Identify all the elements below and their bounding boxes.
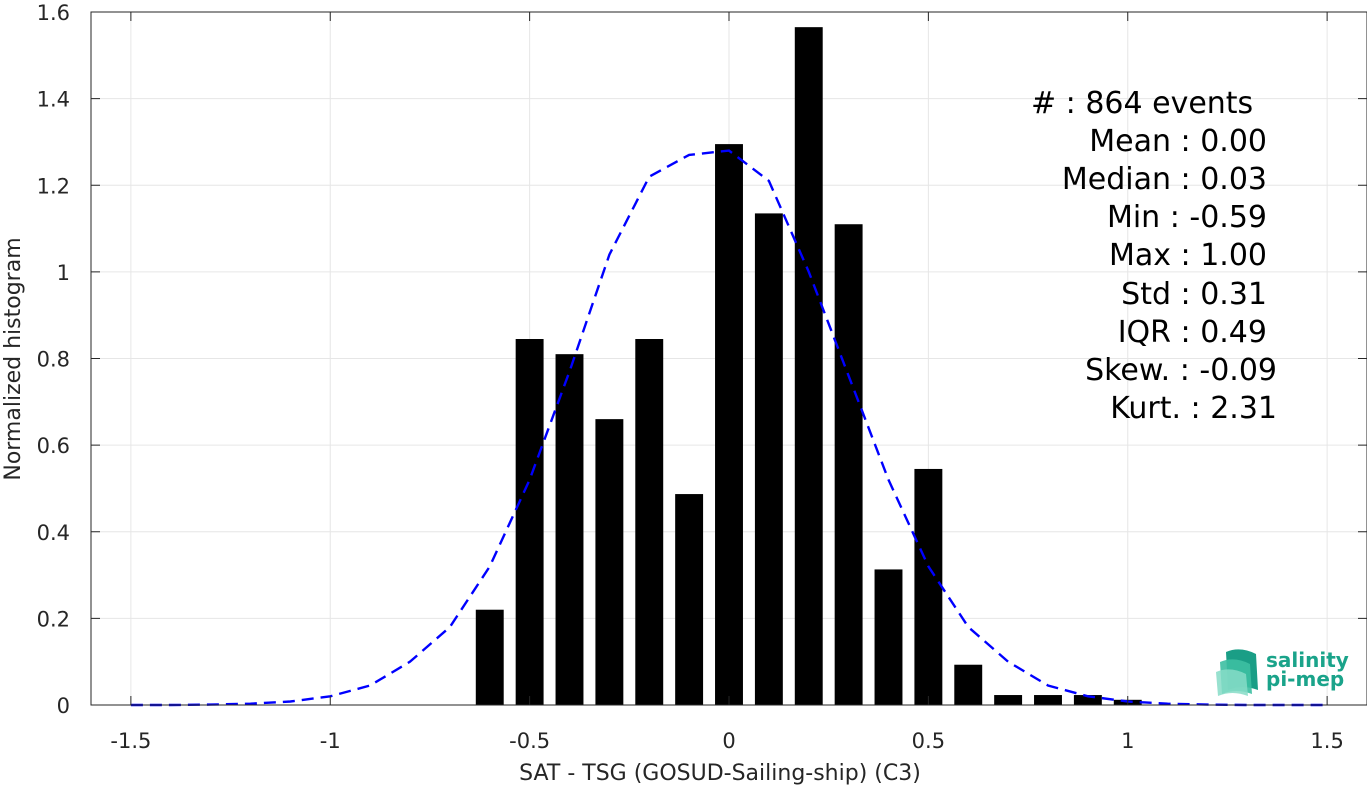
histogram-bar bbox=[754, 213, 783, 705]
y-tick-labels: 0 0.2 0.4 0.6 0.8 1 1.2 1.4 1.6 bbox=[37, 1, 70, 718]
histogram-bar bbox=[914, 468, 943, 705]
y-tick-label: 1.2 bbox=[37, 174, 70, 198]
stat-events: # : 864 events bbox=[1031, 86, 1253, 121]
stat-max: Max : 1.00 bbox=[1109, 238, 1267, 273]
histogram-bar bbox=[794, 27, 823, 706]
histogram-bar bbox=[994, 695, 1023, 705]
x-tick-label: 0.5 bbox=[912, 729, 945, 753]
y-tick-label: 1.6 bbox=[37, 1, 70, 25]
y-axis-label: Normalized histogram bbox=[1, 237, 26, 480]
salinity-pimep-logo: salinity pi-mep bbox=[1216, 648, 1349, 696]
histogram-bar bbox=[475, 609, 504, 705]
histogram-bar bbox=[834, 224, 863, 705]
x-axis-label: SAT - TSG (GOSUD-Sailing-ship) (C3) bbox=[519, 761, 921, 786]
x-tick-label: 1.5 bbox=[1310, 729, 1343, 753]
histogram-bar bbox=[1073, 695, 1102, 705]
stat-median: Median : 0.03 bbox=[1062, 162, 1267, 197]
logo-line-2: pi-mep bbox=[1266, 667, 1344, 691]
x-tick-label: -0.5 bbox=[509, 729, 550, 753]
histogram-bar bbox=[675, 494, 704, 705]
histogram-bar bbox=[954, 664, 983, 705]
y-tick-label: 0.8 bbox=[37, 348, 70, 372]
stat-iqr: IQR : 0.49 bbox=[1118, 315, 1267, 350]
logo-line-1: salinity bbox=[1266, 648, 1349, 672]
wave-icon bbox=[1216, 649, 1258, 696]
stat-std: Std : 0.31 bbox=[1121, 277, 1267, 312]
histogram-bars bbox=[475, 27, 1142, 706]
stats-box: # : 864 events Mean : 0.00 Median : 0.03… bbox=[1031, 86, 1277, 426]
histogram-bar bbox=[1034, 695, 1062, 705]
x-tick-label: 0 bbox=[722, 729, 735, 753]
histogram-bar bbox=[555, 354, 584, 705]
x-tick-labels: -1.5 -1 -0.5 0 0.5 1 1.5 bbox=[110, 729, 1343, 753]
stat-kurt: Kurt. : 2.31 bbox=[1110, 391, 1277, 426]
stat-mean: Mean : 0.00 bbox=[1089, 124, 1267, 159]
stat-skew: Skew. : -0.09 bbox=[1085, 353, 1277, 388]
x-tick-label: 1 bbox=[1121, 729, 1134, 753]
histogram-bar bbox=[715, 144, 743, 705]
histogram-bar bbox=[515, 339, 544, 705]
x-tick-label: -1.5 bbox=[110, 729, 151, 753]
axis-ticks bbox=[91, 11, 1367, 706]
y-tick-label: 1 bbox=[57, 261, 70, 285]
y-tick-label: 1.4 bbox=[37, 88, 70, 112]
stat-min: Min : -0.59 bbox=[1107, 200, 1267, 235]
y-tick-label: 0 bbox=[57, 694, 70, 718]
x-tick-label: -1 bbox=[320, 729, 341, 753]
histogram-bar bbox=[635, 339, 664, 705]
y-tick-label: 0.2 bbox=[37, 607, 70, 631]
histogram-bar bbox=[874, 569, 903, 705]
y-tick-label: 0.4 bbox=[37, 521, 70, 545]
y-tick-label: 0.6 bbox=[37, 434, 70, 458]
histogram-bar bbox=[595, 419, 624, 705]
